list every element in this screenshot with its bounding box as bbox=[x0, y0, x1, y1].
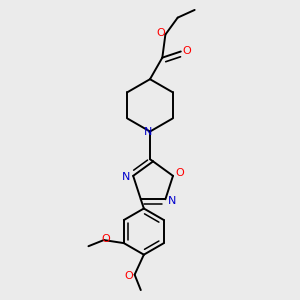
Text: O: O bbox=[101, 233, 110, 244]
Text: N: N bbox=[144, 127, 153, 136]
Text: N: N bbox=[168, 196, 176, 206]
Text: O: O bbox=[156, 28, 165, 38]
Text: N: N bbox=[122, 172, 130, 182]
Text: O: O bbox=[176, 168, 184, 178]
Text: O: O bbox=[125, 271, 134, 281]
Text: O: O bbox=[182, 46, 191, 56]
